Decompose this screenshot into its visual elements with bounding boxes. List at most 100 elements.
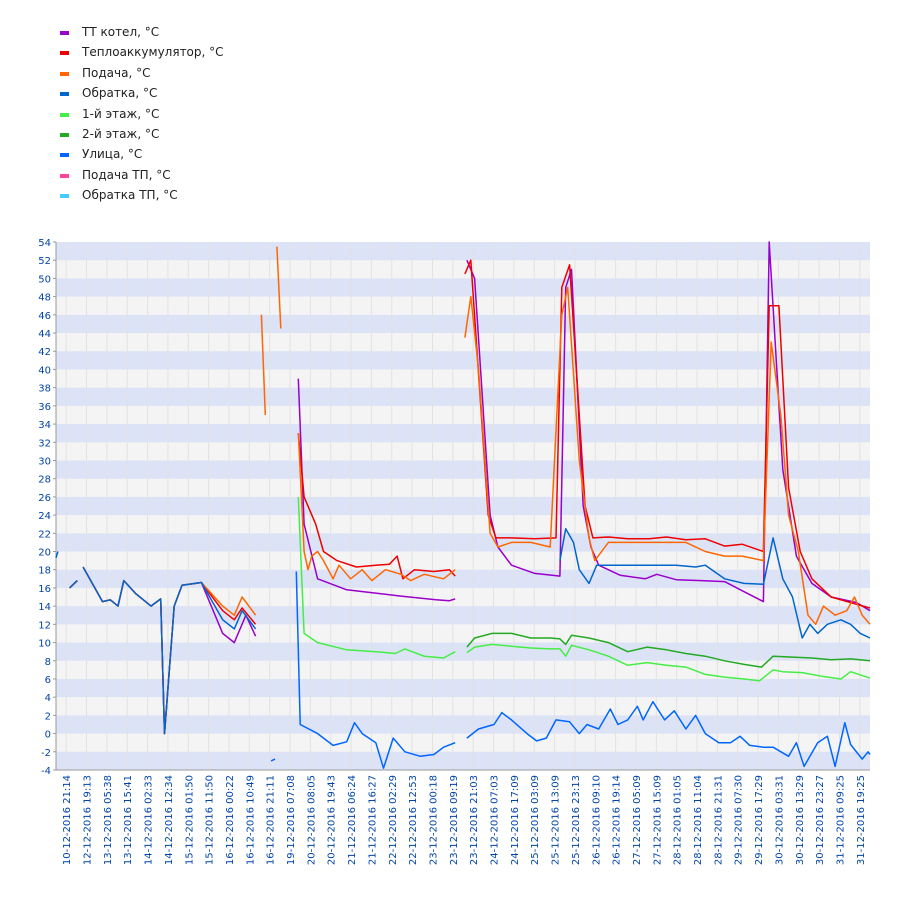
x-tick-labels: 10-12-2016 21:14 12-12-2016 19:13 13-12-20… — [62, 775, 867, 865]
y-tick-label: 38 — [38, 384, 51, 395]
x-tick-label: 29-12-2016 17:29 — [754, 775, 765, 865]
series-segment — [297, 433, 456, 582]
band — [56, 387, 870, 406]
series-segment — [466, 241, 871, 612]
x-tick-label: 21-12-2016 06:24 — [347, 775, 358, 865]
series-segment — [559, 528, 871, 639]
x-tick-label: 30-12-2016 13:29 — [795, 775, 806, 865]
series-lines — [55, 241, 871, 769]
band — [56, 715, 870, 734]
band — [56, 642, 870, 661]
y-tick-label: 12 — [38, 620, 51, 631]
y-tick-label: -2 — [41, 748, 51, 759]
series-segment — [466, 632, 871, 668]
band — [56, 678, 870, 698]
x-tick-label: 16-12-2016 10:49 — [245, 775, 256, 865]
legend-swatch — [60, 132, 69, 137]
x-tick-label: 16-12-2016 21:11 — [266, 775, 277, 865]
y-tick-label: 54 — [38, 238, 51, 249]
x-tick-label: 25-12-2016 23:13 — [571, 775, 582, 865]
x-tick-label: 25-12-2016 13:09 — [551, 775, 562, 865]
legend-label: Обратка ТП, °C — [82, 188, 178, 203]
legend-label: Улица, °C — [82, 147, 143, 162]
y-tick-label: 50 — [38, 274, 51, 285]
y-tick-label: 28 — [38, 475, 51, 486]
y-tick-label: 36 — [38, 402, 51, 413]
x-tick-label: 28-12-2016 01:05 — [673, 775, 684, 865]
x-tick-label: 19-12-2016 07:08 — [286, 775, 297, 865]
x-tick-label: 22-12-2016 02:29 — [388, 775, 399, 865]
legend-label: 2-й этаж, °C — [82, 126, 160, 141]
series-segment — [466, 700, 871, 768]
x-tick-label: 14-12-2016 12:34 — [164, 775, 175, 865]
band — [56, 751, 870, 770]
y-tick-label: 10 — [38, 639, 51, 650]
x-tick-label: 12-12-2016 19:13 — [83, 775, 94, 865]
legend-label: 1-й этаж, °C — [82, 106, 160, 121]
x-tick-label: 24-12-2016 07:03 — [490, 775, 501, 865]
x-tick-label: 13-12-2016 15:41 — [123, 775, 134, 865]
x-tick-label: 13-12-2016 05:38 — [103, 775, 114, 865]
legend-swatch — [60, 112, 69, 117]
band — [56, 569, 870, 588]
series-segment — [297, 496, 456, 659]
legend-swatch — [60, 194, 69, 199]
x-tick-label: 23-12-2016 09:19 — [449, 775, 460, 865]
y-tick-label: 24 — [38, 511, 51, 522]
x-tick-label: 24-12-2016 17:09 — [510, 775, 521, 865]
x-tick-label: 27-12-2016 15:09 — [652, 775, 663, 865]
series-line — [270, 571, 871, 769]
legend-label: Теплоаккумулятор, °C — [82, 45, 224, 60]
y-tick-label: 0 — [45, 730, 51, 741]
legend-swatch — [60, 153, 69, 158]
band — [56, 278, 870, 297]
y-tick-label: 14 — [38, 602, 51, 613]
series-segment — [270, 758, 276, 762]
band — [56, 533, 870, 552]
y-tick-label: 34 — [38, 420, 51, 431]
x-tick-label: 25-12-2016 03:09 — [530, 775, 541, 865]
x-tick-label: 16-12-2016 00:22 — [225, 775, 236, 865]
band — [56, 460, 870, 479]
legend-swatch — [60, 173, 69, 178]
y-tick-label: 4 — [45, 693, 51, 704]
x-tick-label: 30-12-2016 23:27 — [815, 775, 826, 865]
x-tick-label: 26-12-2016 09:10 — [591, 775, 602, 865]
series-segment — [69, 580, 78, 589]
legend-swatch — [60, 31, 69, 35]
band — [56, 242, 870, 261]
series-segment — [55, 551, 59, 559]
y-tick-label: -4 — [41, 766, 51, 777]
y-tick-label: 20 — [38, 548, 51, 559]
legend-swatch — [60, 71, 69, 76]
x-tick-label: 14-12-2016 02:33 — [144, 775, 155, 865]
y-tick-label: 6 — [45, 675, 51, 686]
series-line — [55, 528, 871, 735]
series-segment — [464, 286, 871, 626]
x-tick-label: 15-12-2016 01:50 — [184, 775, 195, 865]
band — [56, 424, 870, 443]
y-tick-label: 42 — [38, 347, 51, 358]
y-tick-label: 52 — [38, 256, 51, 267]
x-tick-label: 22-12-2016 12:53 — [408, 775, 419, 865]
y-tick-label: 22 — [38, 529, 51, 540]
legend-label: Обратка, °C — [82, 86, 158, 101]
legend-label: ТТ котел, °C — [82, 25, 160, 39]
series-segment — [464, 259, 871, 609]
x-tick-label: 20-12-2016 08:05 — [306, 775, 317, 865]
series-segment — [466, 643, 871, 682]
background-bands — [56, 242, 870, 770]
legend-label: Подача ТП, °C — [82, 167, 171, 182]
x-tick-label: 28-12-2016 21:31 — [713, 775, 724, 865]
y-tick-labels: -4-2024681012141618202224262830323436384… — [38, 238, 56, 777]
series-segment — [297, 433, 456, 580]
y-tick-label: 32 — [38, 438, 51, 449]
chart-axes — [55, 242, 870, 771]
x-tick-label: 10-12-2016 21:14 — [62, 775, 73, 865]
y-tick-label: 40 — [38, 365, 51, 376]
x-tick-label: 23-12-2016 00:18 — [428, 775, 439, 865]
series-segment — [260, 314, 267, 416]
y-tick-label: 18 — [38, 566, 51, 577]
x-tick-label: 28-12-2016 11:04 — [693, 775, 704, 865]
